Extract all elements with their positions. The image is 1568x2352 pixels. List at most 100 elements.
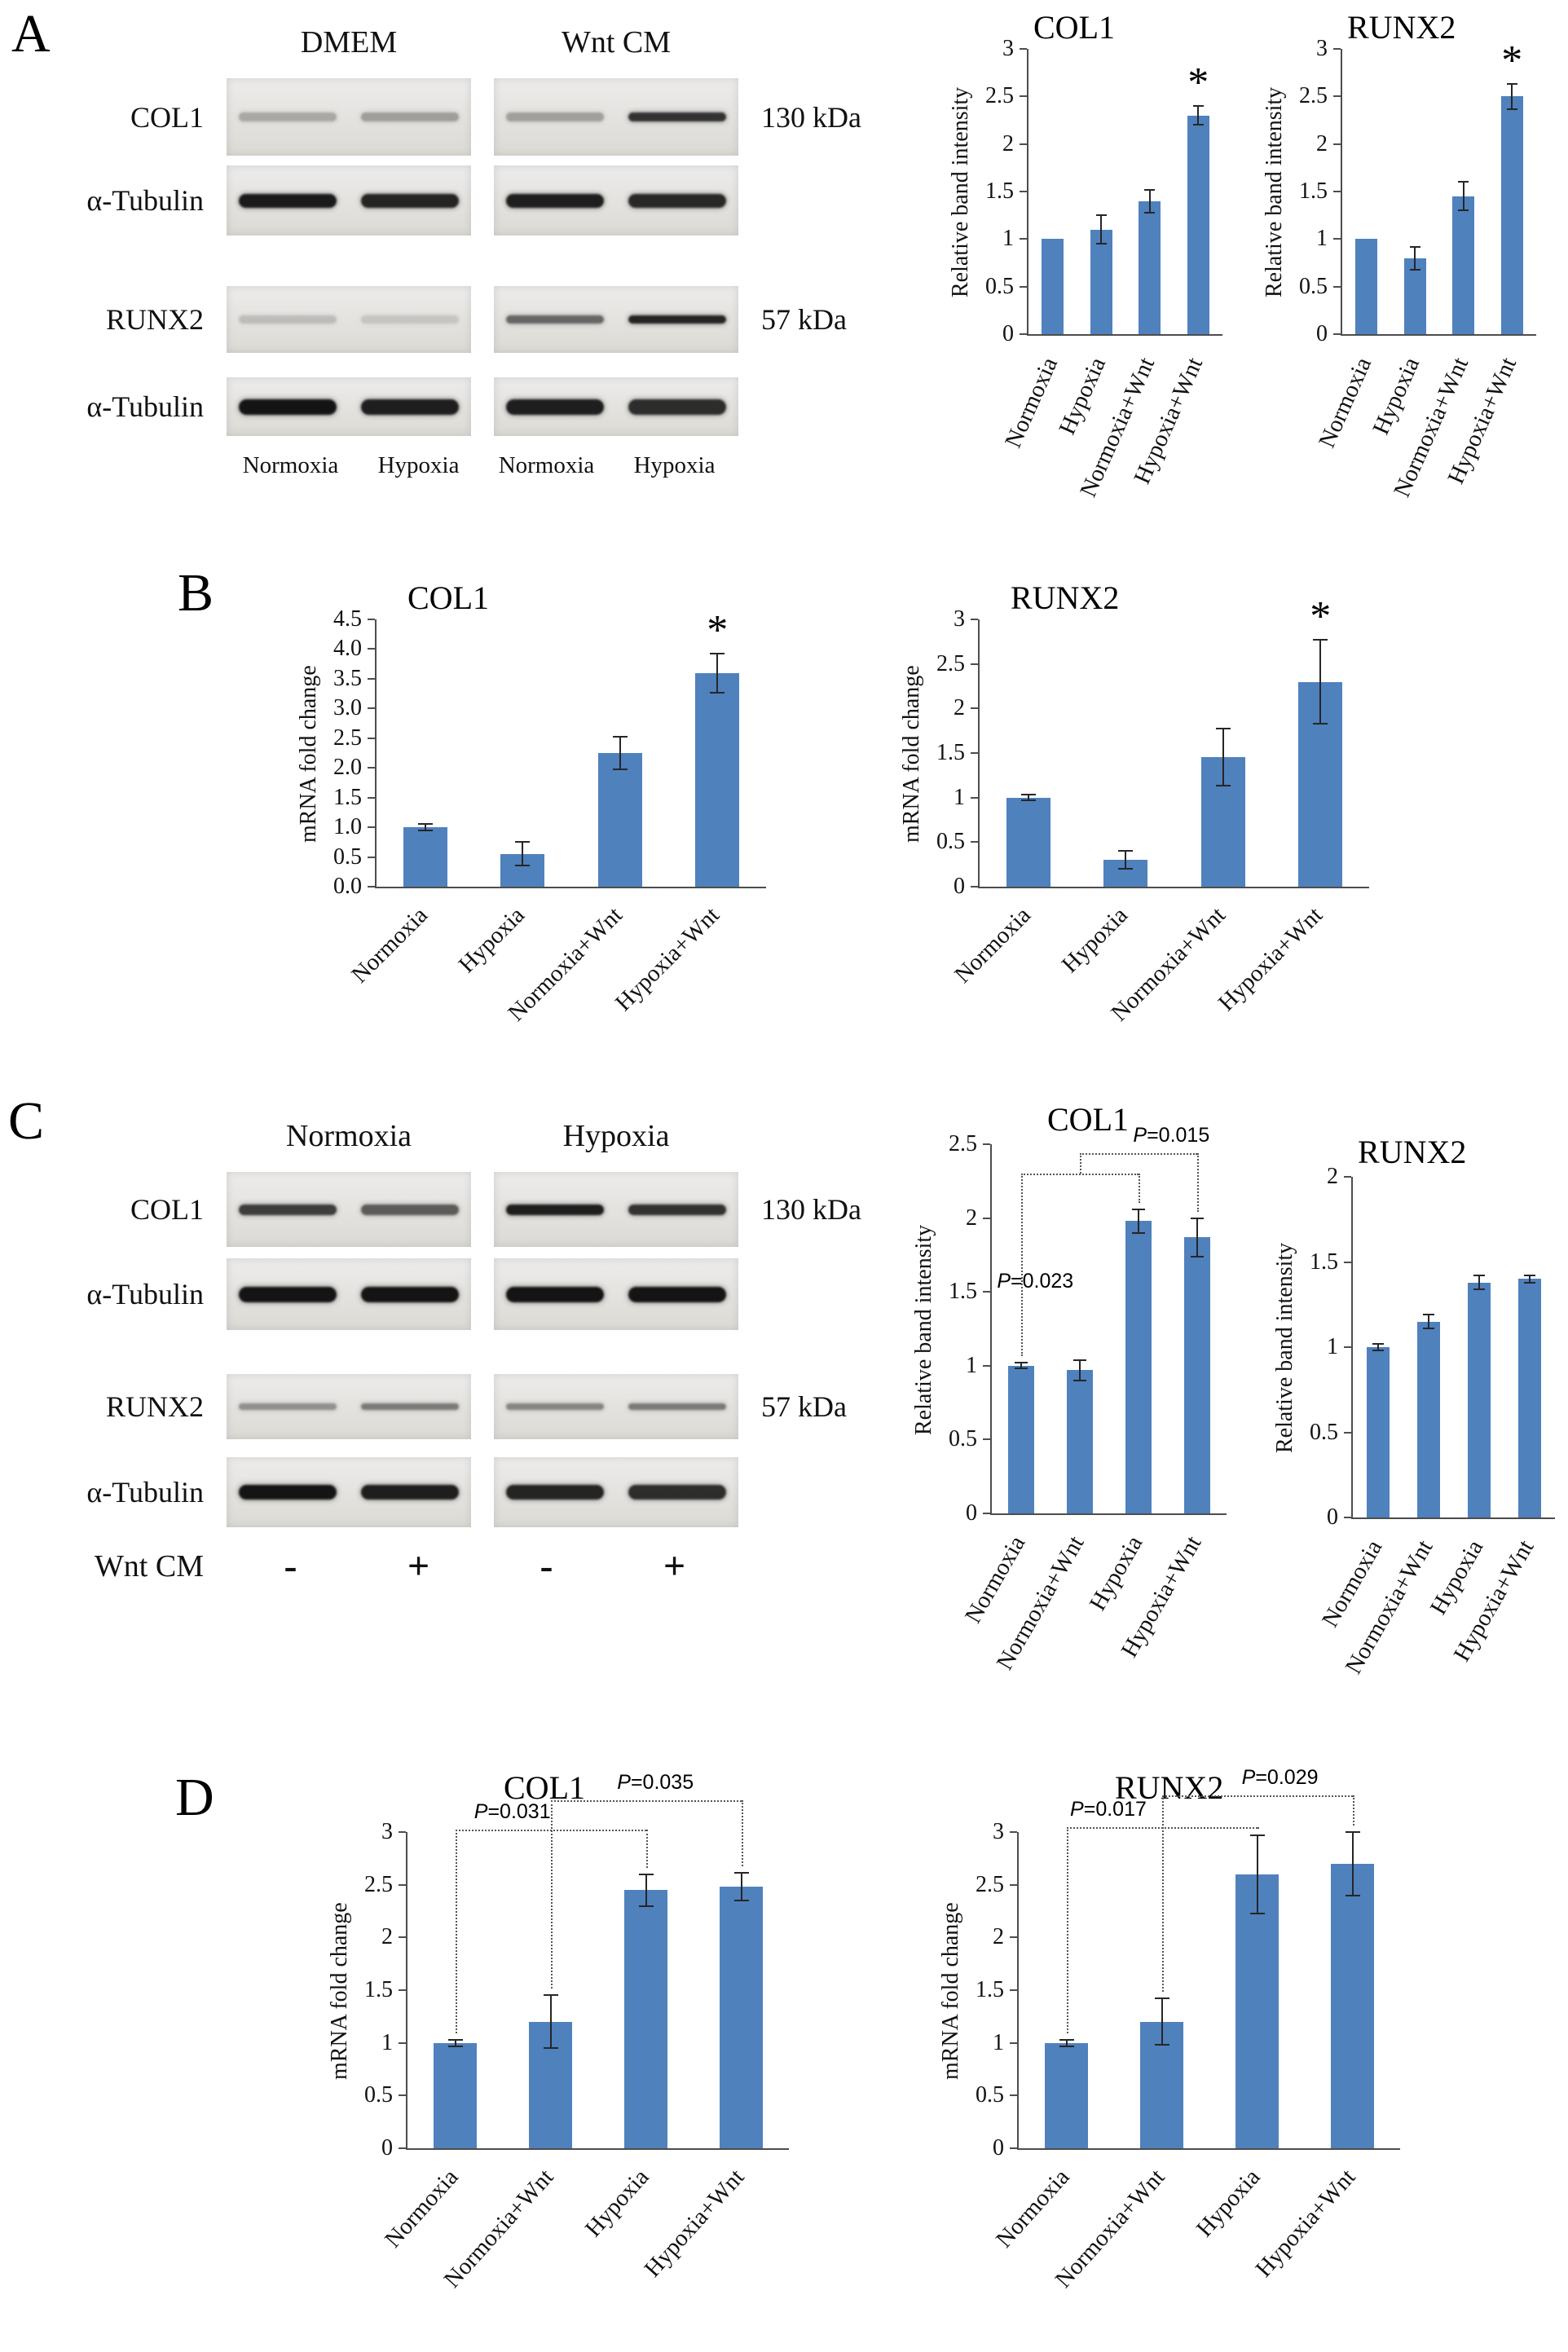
significance-star: * — [1501, 37, 1523, 85]
significance-bracket-drop — [1139, 1174, 1140, 1203]
chart-title: COL1 — [1033, 9, 1115, 46]
blot-band — [628, 1403, 726, 1410]
y-tick-label: 1 — [1316, 226, 1328, 252]
y-tick-mark — [1344, 1261, 1351, 1263]
chart-title: COL1 — [504, 1769, 585, 1806]
blot-membrane-image — [227, 165, 471, 236]
y-tick-label: 1 — [993, 2029, 1004, 2055]
blot-lane-labels: - + - + — [227, 1544, 738, 1588]
error-bar-cap — [1059, 2038, 1074, 2041]
error-bar — [1138, 1209, 1139, 1233]
blot-band — [361, 315, 459, 324]
blot-band — [239, 1403, 337, 1410]
bar-normoxia-wnt — [1139, 200, 1161, 334]
y-tick-mark — [1333, 143, 1341, 145]
error-bar-cap — [1372, 1350, 1384, 1352]
x-category-label: Normoxia — [949, 901, 1036, 989]
error-bar-cap — [1345, 1831, 1360, 1833]
blot-band — [628, 1485, 726, 1500]
blot-band — [239, 112, 337, 121]
x-axis-labels: Normoxia Normoxia+Wnt Hypoxia Hypoxia+Wnt — [960, 1515, 1227, 1727]
error-bar — [1065, 2039, 1068, 2046]
error-bar — [1020, 1363, 1022, 1369]
error-bar-cap — [1144, 211, 1156, 214]
blot-protein-label: α-Tubulin — [86, 1476, 204, 1509]
blot-band — [506, 1403, 604, 1410]
y-tick-mark — [1344, 1346, 1351, 1348]
error-bar-cap — [710, 652, 725, 654]
y-tick-label: 0.5 — [1310, 1419, 1338, 1445]
y-axis: 0 0.5 1 1.5 2 — [1301, 1165, 1351, 1530]
error-bar-cap — [1020, 799, 1036, 801]
y-tick-label: 3.0 — [333, 695, 362, 721]
error-bar-cap — [1014, 1362, 1028, 1364]
error-bar — [1511, 84, 1513, 109]
y-tick-mark — [1333, 285, 1341, 288]
x-category-label: Hypoxia+Wnt — [639, 2164, 750, 2283]
significance-bracket — [1021, 1174, 1139, 1176]
panel-a-label: A — [11, 4, 51, 64]
blot-lane — [616, 1258, 738, 1330]
y-axis-title: mRNA fold change — [899, 665, 924, 843]
y-tick-label: 0.5 — [1299, 273, 1328, 299]
y-tick-mark — [399, 2094, 406, 2097]
p-value-label: P=0.035 — [617, 1771, 694, 1795]
molecular-weight-label: 57 kDa — [761, 1390, 847, 1423]
y-tick-label: 2.5 — [985, 83, 1014, 109]
panel-c-label: C — [8, 1091, 45, 1151]
y-tick-mark — [1020, 143, 1027, 145]
y-tick-mark — [1010, 2041, 1017, 2044]
x-category-label: Normoxia+Wnt — [438, 2164, 559, 2293]
y-tick-label: 1 — [966, 1352, 977, 1378]
chart-title: RUNX2 — [1115, 1769, 1224, 1806]
blot-protein-label: α-Tubulin — [86, 390, 204, 423]
y-tick-mark — [1020, 95, 1027, 98]
chart-title: RUNX2 — [1011, 579, 1120, 616]
significance-bracket-drop — [1021, 1174, 1023, 1357]
blot-lane — [349, 1258, 471, 1330]
x-axis-labels: Normoxia Hypoxia Normoxia+Wnt Hypoxia+Wnt — [1000, 336, 1222, 540]
y-axis: 0 0.5 1 1.5 2 2.5 3 — [967, 1820, 1017, 2160]
blot-lane — [616, 1172, 738, 1247]
error-bar-cap — [447, 2045, 463, 2047]
error-bar — [1148, 189, 1151, 213]
x-category-label: Normoxia+Wnt — [1106, 901, 1231, 1027]
error-bar-cap — [1059, 2045, 1074, 2047]
bar-hypoxia — [1125, 1221, 1152, 1513]
error-bar — [1414, 246, 1416, 270]
y-tick-label: 1.5 — [936, 740, 965, 765]
y-tick-label: 4.5 — [333, 606, 362, 632]
blot-row: α-Tubulin — [45, 1258, 883, 1330]
blot-lane-label: - — [540, 1544, 553, 1588]
blot-band — [628, 1204, 726, 1215]
y-tick-label: 1.0 — [333, 814, 362, 840]
error-bar-cap — [1192, 105, 1204, 107]
chart-title: RUNX2 — [1347, 9, 1456, 46]
error-bar-cap — [1072, 1379, 1087, 1381]
blot-lane — [616, 1457, 738, 1527]
y-tick-mark — [983, 1438, 990, 1441]
y-tick-label: 2.5 — [364, 1871, 393, 1897]
blot-lane — [227, 1172, 349, 1247]
blot-lane — [227, 377, 349, 436]
error-bar — [1100, 215, 1103, 244]
y-tick-mark — [368, 826, 375, 829]
blot-protein-label: α-Tubulin — [86, 1278, 204, 1310]
blot-lane — [349, 1374, 471, 1439]
error-bar-cap — [1524, 1281, 1535, 1284]
y-tick-label: 2.5 — [936, 650, 965, 676]
panel-b-col1-chart: COL1 mRNA fold change 0.0 0.5 1.0 1.5 2.0 2.5 3.… — [293, 580, 766, 1076]
x-axis-labels: Normoxia Normoxia+Wnt Hypoxia Hypoxia+Wnt — [991, 2150, 1400, 2337]
y-tick-label: 2.5 — [976, 1871, 1004, 1897]
x-axis-labels: Normoxia Hypoxia Normoxia+Wnt Hypoxia+Wnt — [949, 888, 1369, 1076]
error-bar-cap — [1095, 214, 1107, 217]
y-tick-label: 1.5 — [949, 1279, 977, 1305]
y-tick-label: 1.5 — [985, 178, 1014, 204]
blot-footer: Wnt CM - + - + — [45, 1544, 883, 1588]
y-tick-label: 1.5 — [976, 1977, 1004, 2002]
y-tick-label: 1.5 — [333, 784, 362, 810]
x-category-label: Normoxia+Wnt — [503, 901, 628, 1027]
significance-bracket-drop — [1080, 1152, 1081, 1174]
y-tick-mark — [1010, 1936, 1017, 1939]
error-bar — [1529, 1275, 1531, 1283]
